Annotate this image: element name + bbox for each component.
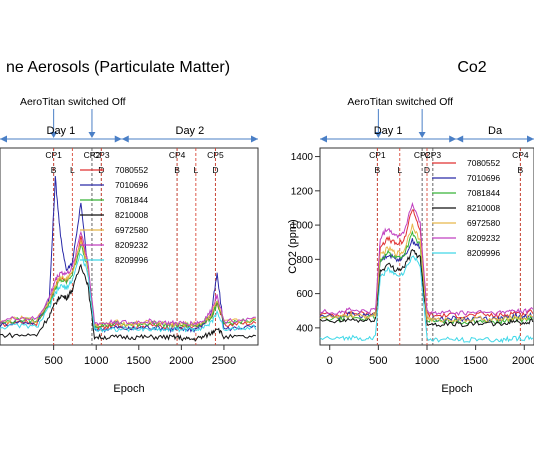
chart-title: Co2 (457, 59, 486, 76)
marker-label: D (212, 165, 218, 175)
period-arrowhead-left (456, 135, 464, 143)
legend-entry: 7080552 (115, 165, 148, 175)
annotation-arrowhead (418, 132, 426, 138)
checkpoint-label: CP2 (84, 150, 101, 160)
y-tick-label: 1200 (291, 186, 314, 197)
series-line-6972580 (319, 223, 533, 323)
x-tick-label: 2000 (169, 355, 193, 367)
legend-entry: 7081844 (115, 195, 148, 205)
checkpoint-label: CP3 (425, 150, 442, 160)
legend-entry: 7080552 (467, 158, 500, 168)
legend-entry: 8210008 (467, 203, 500, 213)
legend-entry: 8209232 (115, 240, 148, 250)
x-axis-label: Epoch (441, 383, 472, 395)
checkpoint-label: CP2 (414, 150, 431, 160)
period-label: Day 1 (374, 125, 403, 137)
period-arrowhead-right (251, 135, 258, 143)
period-label: Day 1 (47, 125, 76, 137)
series-line-8210008 (0, 263, 257, 342)
x-tick-label: 1000 (84, 355, 108, 367)
annotation-arrowhead (374, 132, 382, 138)
y-tick-label: 1000 (291, 221, 314, 232)
legend-entry: 6972580 (467, 218, 500, 228)
period-arrowhead-left (320, 135, 327, 143)
marker-label: L (193, 165, 198, 175)
annotation-arrowhead (88, 132, 96, 138)
annotation-label: AeroTitan switched Off (347, 96, 453, 108)
y-tick-label: 400 (296, 323, 313, 334)
series-line-8210008 (319, 248, 534, 328)
period-arrowhead-right (527, 135, 534, 143)
x-tick-label: 2500 (212, 355, 236, 367)
period-label: Da (488, 125, 503, 137)
x-axis-label: Epoch (113, 383, 144, 395)
legend-entry: 7010696 (115, 180, 148, 190)
series-line-8209232 (319, 201, 534, 317)
legend-entry: 8209232 (467, 233, 500, 243)
legend-entry: 7081844 (467, 188, 500, 198)
period-arrowhead-right (114, 135, 122, 143)
legend-entry: 7010696 (467, 173, 500, 183)
chart-panel-1: ne Aerosols (Particulate Matter) AeroTita… (0, 59, 259, 395)
y-axis-label: CO2 (ppm) (287, 219, 299, 273)
marker-label: B (51, 165, 57, 175)
series-line-7080552 (319, 209, 534, 319)
x-tick-label: 500 (44, 355, 62, 367)
period-arrowhead-right (449, 135, 457, 143)
y-tick-label: 1400 (291, 152, 314, 163)
annotation-label: AeroTitan switched Off (20, 96, 126, 108)
plot-frame (0, 147, 259, 346)
x-tick-label: 1500 (463, 355, 487, 367)
marker-label: L (70, 165, 75, 175)
legend-entry: 8209996 (467, 248, 500, 258)
chart-title: ne Aerosols (Particulate Matter) (6, 59, 230, 76)
series-line-8209996 (319, 255, 534, 344)
marker-label: B (375, 165, 381, 175)
legend-entry: 6972580 (115, 225, 148, 235)
legend-entry: 8210008 (115, 210, 148, 220)
series-line-8209232 (0, 230, 256, 327)
x-tick-label: 1500 (127, 355, 151, 367)
marker-label: B (174, 165, 180, 175)
x-tick-label: 0 (327, 355, 333, 367)
period-arrowhead-left (0, 135, 7, 143)
x-tick-label: 500 (369, 355, 387, 367)
series-line-8209996 (0, 253, 257, 333)
y-tick-label: 600 (296, 289, 313, 300)
legend-entry: 8209996 (115, 255, 148, 265)
marker-label: B (518, 165, 524, 175)
x-tick-label: 1000 (415, 355, 439, 367)
series-line-6972580 (0, 240, 256, 328)
marker-label: D (424, 165, 430, 175)
y-tick-label: 800 (296, 255, 313, 266)
marker-label: L (397, 165, 402, 175)
period-label: Day 2 (176, 125, 205, 137)
x-tick-label: 2000 (512, 355, 534, 367)
annotation-arrowhead (50, 132, 58, 138)
period-arrowhead-left (121, 135, 129, 143)
